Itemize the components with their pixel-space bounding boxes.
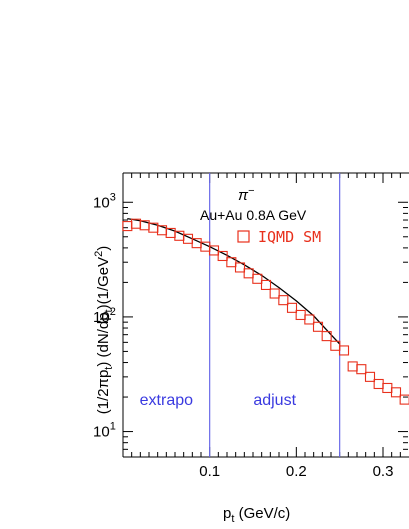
data-point-marker: [347, 361, 358, 372]
legend-marker: [237, 230, 250, 243]
data-point-marker: [226, 257, 237, 268]
data-point-marker: [312, 321, 324, 332]
data-point-marker: [364, 371, 376, 382]
data-point-marker: [260, 279, 272, 291]
data-point-marker: [321, 331, 332, 342]
data-point-marker: [243, 268, 254, 279]
y-title-p6: 2: [93, 251, 105, 257]
x-axis-title-sub: t: [231, 513, 234, 525]
data-point-marker: [252, 273, 263, 284]
data-point-marker: [122, 221, 133, 232]
y-axis-title: (1/2πpt) (dN/dpt)(1/GeV2): [93, 246, 115, 415]
data-point-marker: [399, 394, 409, 405]
legend-label: IQMD SM: [258, 228, 321, 246]
region-label: extrapo: [140, 392, 193, 409]
y-title-p5: )(1/GeV: [95, 257, 112, 310]
y-tick-label: 102: [93, 306, 116, 326]
y-title-p1: (1/2πp: [95, 370, 112, 415]
y-tick-label: 101: [93, 421, 116, 441]
data-point-marker: [295, 309, 306, 321]
data-point-marker: [217, 250, 228, 262]
y-title-p4: t: [103, 309, 115, 312]
data-point-marker: [338, 345, 350, 356]
data-point-marker: [234, 262, 246, 273]
data-point-marker: [208, 245, 220, 256]
y-tick-label: 103: [93, 191, 116, 211]
x-axis-title-tail: (GeV/c): [234, 505, 290, 522]
data-point-marker: [286, 302, 298, 313]
data-point-marker: [278, 295, 289, 306]
x-axis-title: pt (GeV/c): [223, 505, 290, 525]
system-label: Au+Au 0.8A GeV: [200, 207, 307, 223]
x-tick-label: 0.2: [286, 463, 307, 480]
data-point-marker: [373, 378, 384, 390]
data-point-marker: [382, 382, 393, 394]
data-point-marker: [390, 387, 402, 398]
data-point-marker: [269, 288, 280, 299]
x-tick-label: 0.3: [373, 463, 394, 480]
x-tick-label: 0.1: [199, 463, 220, 480]
x-axis-title-main: p: [223, 505, 231, 522]
plot-layer: 0.1 0.2 0.3 101 102 103 extrapo adjust: [93, 172, 409, 480]
data-point-marker: [304, 314, 315, 325]
y-title-p2: t: [103, 367, 115, 370]
data-point-marker: [356, 364, 367, 375]
y-title-p7: ): [95, 246, 112, 251]
region-label: adjust: [253, 392, 296, 409]
particle-symbol: π: [238, 187, 249, 204]
particle-charge: −: [248, 185, 254, 197]
particle-label: π−: [238, 185, 255, 204]
y-title-p3: ) (dN/dp: [95, 312, 112, 366]
